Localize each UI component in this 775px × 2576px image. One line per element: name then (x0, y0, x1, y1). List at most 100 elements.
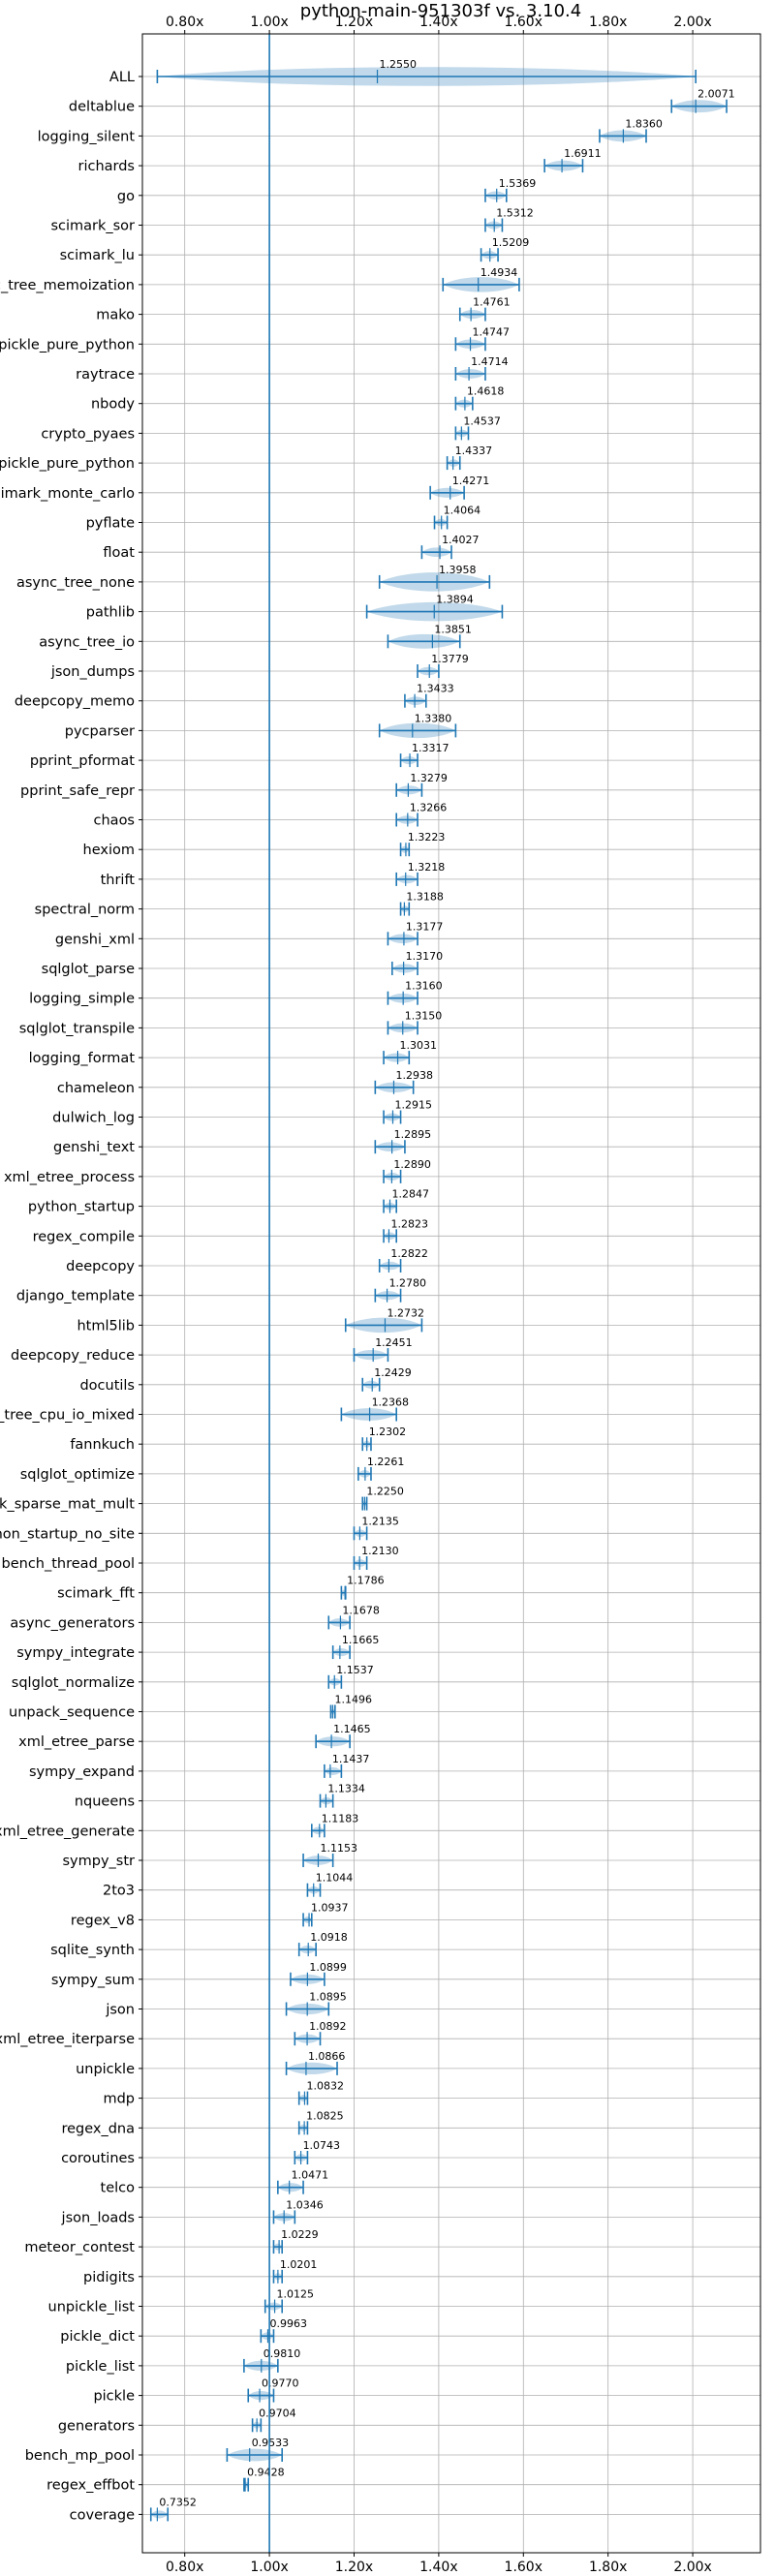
category-label: pickle_dict (60, 2329, 135, 2345)
data-label: 1.3170 (406, 950, 444, 963)
x-tick-label-top: 1.80x (589, 15, 627, 30)
category-label: deepcopy_memo (15, 694, 135, 710)
category-label: meteor_contest (24, 2240, 135, 2255)
category-label: unpickle (76, 2062, 135, 2077)
data-label: 1.0471 (292, 2169, 329, 2182)
category-label: fannkuch (70, 1437, 135, 1453)
category-label: hexiom (83, 843, 135, 858)
category-label: telco (101, 2181, 136, 2196)
data-label: 1.4714 (471, 355, 509, 368)
x-tick-label-bottom: 1.40x (419, 2560, 457, 2575)
category-label: regex_v8 (71, 1913, 135, 1928)
grid-layer (142, 34, 760, 2553)
x-tick-label-top: 1.40x (419, 15, 457, 30)
data-label: 1.3851 (434, 623, 472, 635)
data-label: 1.2938 (395, 1069, 433, 1082)
data-label: 1.5312 (496, 207, 534, 220)
data-label: 1.4064 (444, 505, 481, 517)
category-label: scimark_sor (50, 219, 135, 234)
data-label: 1.2732 (387, 1306, 424, 1319)
category-label: logging_simple (29, 992, 135, 1007)
category-label: pickle_list (66, 2359, 135, 2375)
category-label: pprint_pformat (30, 753, 135, 769)
data-label: 1.2780 (389, 1277, 427, 1290)
category-label: regex_compile (33, 1229, 135, 1244)
data-label: 1.5209 (492, 236, 530, 249)
category-label: 2to3 (103, 1884, 135, 1899)
x-tick-label-bottom: 1.20x (335, 2560, 373, 2575)
category-label: pickle (93, 2389, 135, 2405)
category-label: html5lib (77, 1318, 135, 1334)
data-label: 1.3188 (406, 891, 444, 904)
category-label: async_tree_memoization (0, 278, 135, 293)
data-label: 1.3218 (408, 861, 446, 874)
category-label: coverage (70, 2507, 135, 2523)
x-tick-label-top: 1.00x (250, 15, 288, 30)
data-label: 0.9810 (264, 2347, 301, 2360)
data-label: 1.4027 (442, 534, 480, 546)
category-label: bench_thread_pool (2, 1556, 135, 1572)
category-label: deepcopy (66, 1259, 135, 1274)
category-label: unpack_sequence (9, 1705, 135, 1721)
data-label: 1.4761 (473, 296, 511, 309)
data-label: 1.3779 (431, 653, 469, 665)
category-label: spectral_norm (35, 903, 135, 918)
data-label: 1.2302 (369, 1426, 407, 1438)
data-label: 1.2135 (361, 1515, 399, 1527)
data-label: 1.2261 (367, 1456, 405, 1468)
category-label: genshi_text (53, 1140, 135, 1155)
data-label: 1.0346 (286, 2198, 324, 2211)
data-label: 1.0895 (309, 1991, 347, 2004)
x-tick-label-bottom: 0.80x (166, 2560, 203, 2575)
data-label: 1.4537 (463, 414, 501, 427)
category-label: nqueens (75, 1794, 135, 1810)
data-label: 1.2895 (394, 1128, 432, 1141)
category-label: sympy_expand (29, 1764, 135, 1780)
category-label: pycparser (65, 723, 135, 739)
data-label: 1.1437 (332, 1753, 370, 1765)
category-label: go (117, 189, 135, 204)
category-label: django_template (16, 1289, 135, 1304)
data-label: 1.2847 (392, 1188, 430, 1201)
x-tick-label-bottom: 2.00x (673, 2560, 711, 2575)
category-label: regex_effbot (46, 2478, 135, 2494)
data-label: 1.0937 (311, 1901, 349, 1914)
data-label: 1.4271 (452, 475, 490, 487)
data-label: 1.1465 (333, 1723, 371, 1735)
category-label: regex_dna (61, 2121, 135, 2136)
category-label: raytrace (76, 367, 135, 383)
data-label: 2.0071 (698, 88, 735, 101)
category-label: sqlglot_optimize (20, 1467, 135, 1483)
category-label: thrift (101, 873, 136, 888)
data-label: 1.3279 (410, 772, 448, 784)
data-label: 1.3317 (412, 742, 450, 754)
data-label: 0.9533 (252, 2437, 290, 2449)
data-label: 1.0825 (306, 2109, 344, 2122)
category-label: sqlite_synth (50, 1943, 135, 1958)
category-label: richards (78, 159, 135, 174)
x-tick-label-top: 1.20x (335, 15, 373, 30)
category-label: sympy_sum (51, 1973, 135, 1988)
category-label: sympy_str (63, 1854, 136, 1869)
category-label: async_tree_cpu_io_mixed (0, 1408, 135, 1424)
data-label: 1.2250 (366, 1486, 404, 1498)
chart-title: python-main-951303f vs. 3.10.4 (300, 1, 581, 21)
category-label: scimark_lu (60, 248, 135, 263)
data-label: 0.9770 (262, 2377, 299, 2390)
data-label: 1.1786 (347, 1575, 385, 1587)
category-label: async_tree_none (16, 575, 135, 591)
category-label: sqlglot_transpile (19, 1021, 135, 1036)
data-label: 1.3031 (400, 1039, 438, 1052)
category-label: generators (58, 2418, 135, 2434)
data-label: 1.1044 (316, 1872, 354, 1885)
data-label: 0.9428 (247, 2467, 285, 2479)
category-label: chaos (94, 813, 135, 829)
violin-layer: 1.2550 2.0071 1.8360 1.6911 1.5369 1.5312 1.52… (149, 58, 735, 2522)
data-label: 1.1334 (327, 1783, 365, 1795)
category-label: sympy_integrate (16, 1645, 135, 1661)
data-label: 0.9704 (259, 2407, 296, 2419)
data-label: 1.2550 (380, 58, 418, 71)
data-label: 1.1665 (342, 1634, 380, 1646)
category-label: sqlglot_normalize (12, 1675, 135, 1691)
data-label: 1.2451 (375, 1336, 413, 1349)
